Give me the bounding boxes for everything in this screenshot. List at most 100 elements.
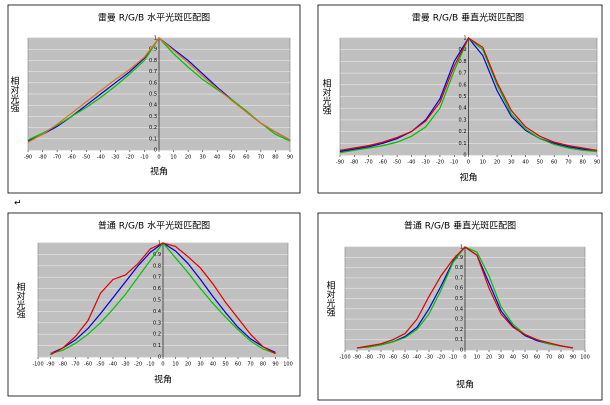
y-tick-label: 0.6 [149,80,157,86]
x-tick-label: -50 [393,160,401,166]
y-axis-label: 相对光强 [9,75,20,113]
x-tick-label: 50 [537,160,543,166]
x-tick-label: 20 [486,355,492,361]
x-tick-label: -100 [339,355,350,361]
x-tick-label: 60 [243,155,249,161]
x-tick-label: 0 [161,362,164,368]
x-tick-label: -10 [146,362,154,368]
y-tick-label: 1 [158,241,161,247]
x-tick-label: 70 [546,355,552,361]
x-tick-label: -60 [389,355,397,361]
x-tick-label: -40 [413,355,421,361]
series-line [339,37,598,151]
chart-title: 雷曼 R/G/B 水平光斑匹配图 [98,12,210,24]
x-tick-label: 10 [474,355,480,361]
x-tick-label: -80 [365,355,373,361]
y-tick-label: 0.2 [153,332,161,338]
x-tick-label: -50 [401,355,409,361]
x-tick-label: 90 [272,362,278,368]
x-tick-label: 80 [272,155,278,161]
x-axis-label: 视角 [150,166,168,178]
x-tick-label: 80 [580,160,586,166]
x-tick-label: 60 [235,362,241,368]
y-tick-label: 0.4 [153,309,161,315]
chart-title: 普通 R/G/B 垂直光斑匹配图 [404,220,516,232]
series-line [50,242,276,356]
x-tick-label: -100 [32,362,43,368]
x-tick-label: 10 [170,155,176,161]
y-tick-label: 0.5 [455,296,463,302]
x-tick-label: -90 [46,362,54,368]
x-tick-label: 10 [172,362,178,368]
x-tick-label: -70 [377,355,385,361]
x-tick-label: 70 [565,160,571,166]
x-axis-label: 视角 [154,374,172,386]
x-tick-label: -80 [38,155,46,161]
y-tick-label: 0.3 [149,114,157,120]
x-tick-label: -90 [353,355,361,361]
y-axis-label: 相对光强 [325,279,336,317]
x-tick-label: -20 [437,355,445,361]
x-tick-label: 70 [258,155,264,161]
x-tick-label: 30 [508,160,514,166]
x-tick-label: -40 [407,160,415,166]
x-tick-label: -90 [24,155,32,161]
y-tick-label: 1 [154,36,157,42]
x-tick-label: -60 [84,362,92,368]
y-axis-label: 相对光强 [321,77,332,115]
y-tick-label: 0.3 [459,117,467,123]
x-tick-label: -20 [126,155,134,161]
x-tick-label: 40 [214,155,220,161]
y-tick-label: 0 [158,355,161,361]
y-tick-label: 1 [463,36,466,42]
paragraph-mark: ↵ [14,199,22,209]
y-tick-label: 0.8 [149,58,157,64]
x-tick-label: -60 [68,155,76,161]
x-tick-label: 100 [580,355,590,361]
x-tick-label: 90 [570,355,576,361]
y-tick-label: 0.7 [455,275,463,281]
x-tick-label: -50 [96,362,104,368]
y-tick-label: 0 [460,348,463,354]
y-tick-label: 0.4 [149,103,157,109]
x-tick-label: -40 [109,362,117,368]
x-tick-label: -10 [450,160,458,166]
y-tick-label: 0.6 [455,286,463,292]
x-tick-label: -20 [436,160,444,166]
x-tick-label: 20 [185,155,191,161]
y-tick-label: 0.4 [455,306,463,312]
y-tick-label: 0 [463,153,466,159]
y-tick-label: 0.9 [455,255,463,261]
x-tick-label: -90 [336,160,344,166]
x-tick-label: 30 [197,362,203,368]
x-axis-label: 视角 [456,379,474,391]
x-tick-label: -30 [422,160,430,166]
y-tick-label: 0.2 [455,327,463,333]
x-tick-label: 90 [594,160,600,166]
y-tick-label: 0.1 [149,136,157,142]
x-tick-label: 0 [463,355,466,361]
y-tick-label: 0.5 [149,92,157,98]
y-axis-label: 相对光强 [15,281,26,319]
x-tick-label: 50 [222,362,228,368]
y-tick-label: 0.7 [153,275,161,281]
x-tick-label: -60 [379,160,387,166]
y-tick-label: 0.9 [153,252,161,258]
x-tick-label: -30 [111,155,119,161]
y-tick-label: 0.3 [455,317,463,323]
y-tick-label: 0.1 [153,343,161,349]
x-tick-label: -20 [134,362,142,368]
x-tick-label: 30 [199,155,205,161]
y-tick-label: 0.7 [459,71,467,77]
x-tick-label: -80 [59,362,67,368]
y-tick-label: 0.8 [153,263,161,269]
x-tick-label: -80 [350,160,358,166]
y-tick-label: 0.5 [459,94,467,100]
x-tick-label: 60 [534,355,540,361]
x-tick-label: -30 [121,362,129,368]
x-tick-label: 80 [260,362,266,368]
x-tick-label: 70 [247,362,253,368]
x-tick-label: 50 [229,155,235,161]
y-tick-label: 0.7 [149,69,157,75]
y-tick-label: 0.8 [455,265,463,271]
